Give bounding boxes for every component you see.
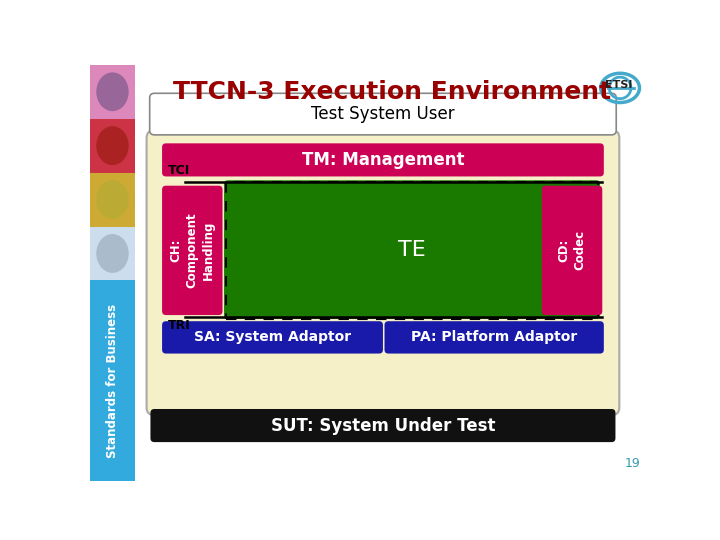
Text: TTCN-3 Execution Environment: TTCN-3 Execution Environment <box>174 80 611 104</box>
Text: ETSI: ETSI <box>605 80 632 90</box>
FancyBboxPatch shape <box>162 186 222 315</box>
FancyBboxPatch shape <box>162 143 604 177</box>
FancyBboxPatch shape <box>384 321 604 354</box>
Text: PA: Platform Adaptor: PA: Platform Adaptor <box>411 330 577 345</box>
FancyBboxPatch shape <box>147 130 619 415</box>
Text: TM: Management: TM: Management <box>302 151 464 169</box>
Text: Test System User: Test System User <box>311 105 455 123</box>
FancyBboxPatch shape <box>90 280 135 481</box>
FancyBboxPatch shape <box>150 409 616 442</box>
Text: SUT: System Under Test: SUT: System Under Test <box>271 416 495 435</box>
FancyBboxPatch shape <box>90 226 135 280</box>
FancyBboxPatch shape <box>90 65 135 119</box>
Ellipse shape <box>96 234 129 273</box>
FancyBboxPatch shape <box>150 93 616 135</box>
Text: SA: System Adaptor: SA: System Adaptor <box>194 330 351 345</box>
Text: 19: 19 <box>625 457 640 470</box>
Text: TE: TE <box>398 240 426 260</box>
Ellipse shape <box>96 72 129 111</box>
FancyBboxPatch shape <box>542 186 602 315</box>
FancyBboxPatch shape <box>90 119 135 173</box>
FancyBboxPatch shape <box>90 173 135 226</box>
Text: Standards for Business: Standards for Business <box>106 303 119 457</box>
FancyBboxPatch shape <box>162 321 383 354</box>
Ellipse shape <box>96 126 129 165</box>
Text: TCI: TCI <box>168 164 190 177</box>
FancyBboxPatch shape <box>224 180 600 319</box>
Ellipse shape <box>96 180 129 219</box>
Text: TRI: TRI <box>168 319 190 332</box>
Text: CD:
Codec: CD: Codec <box>557 230 587 271</box>
Text: CH:
Component
Handling: CH: Component Handling <box>170 213 215 288</box>
